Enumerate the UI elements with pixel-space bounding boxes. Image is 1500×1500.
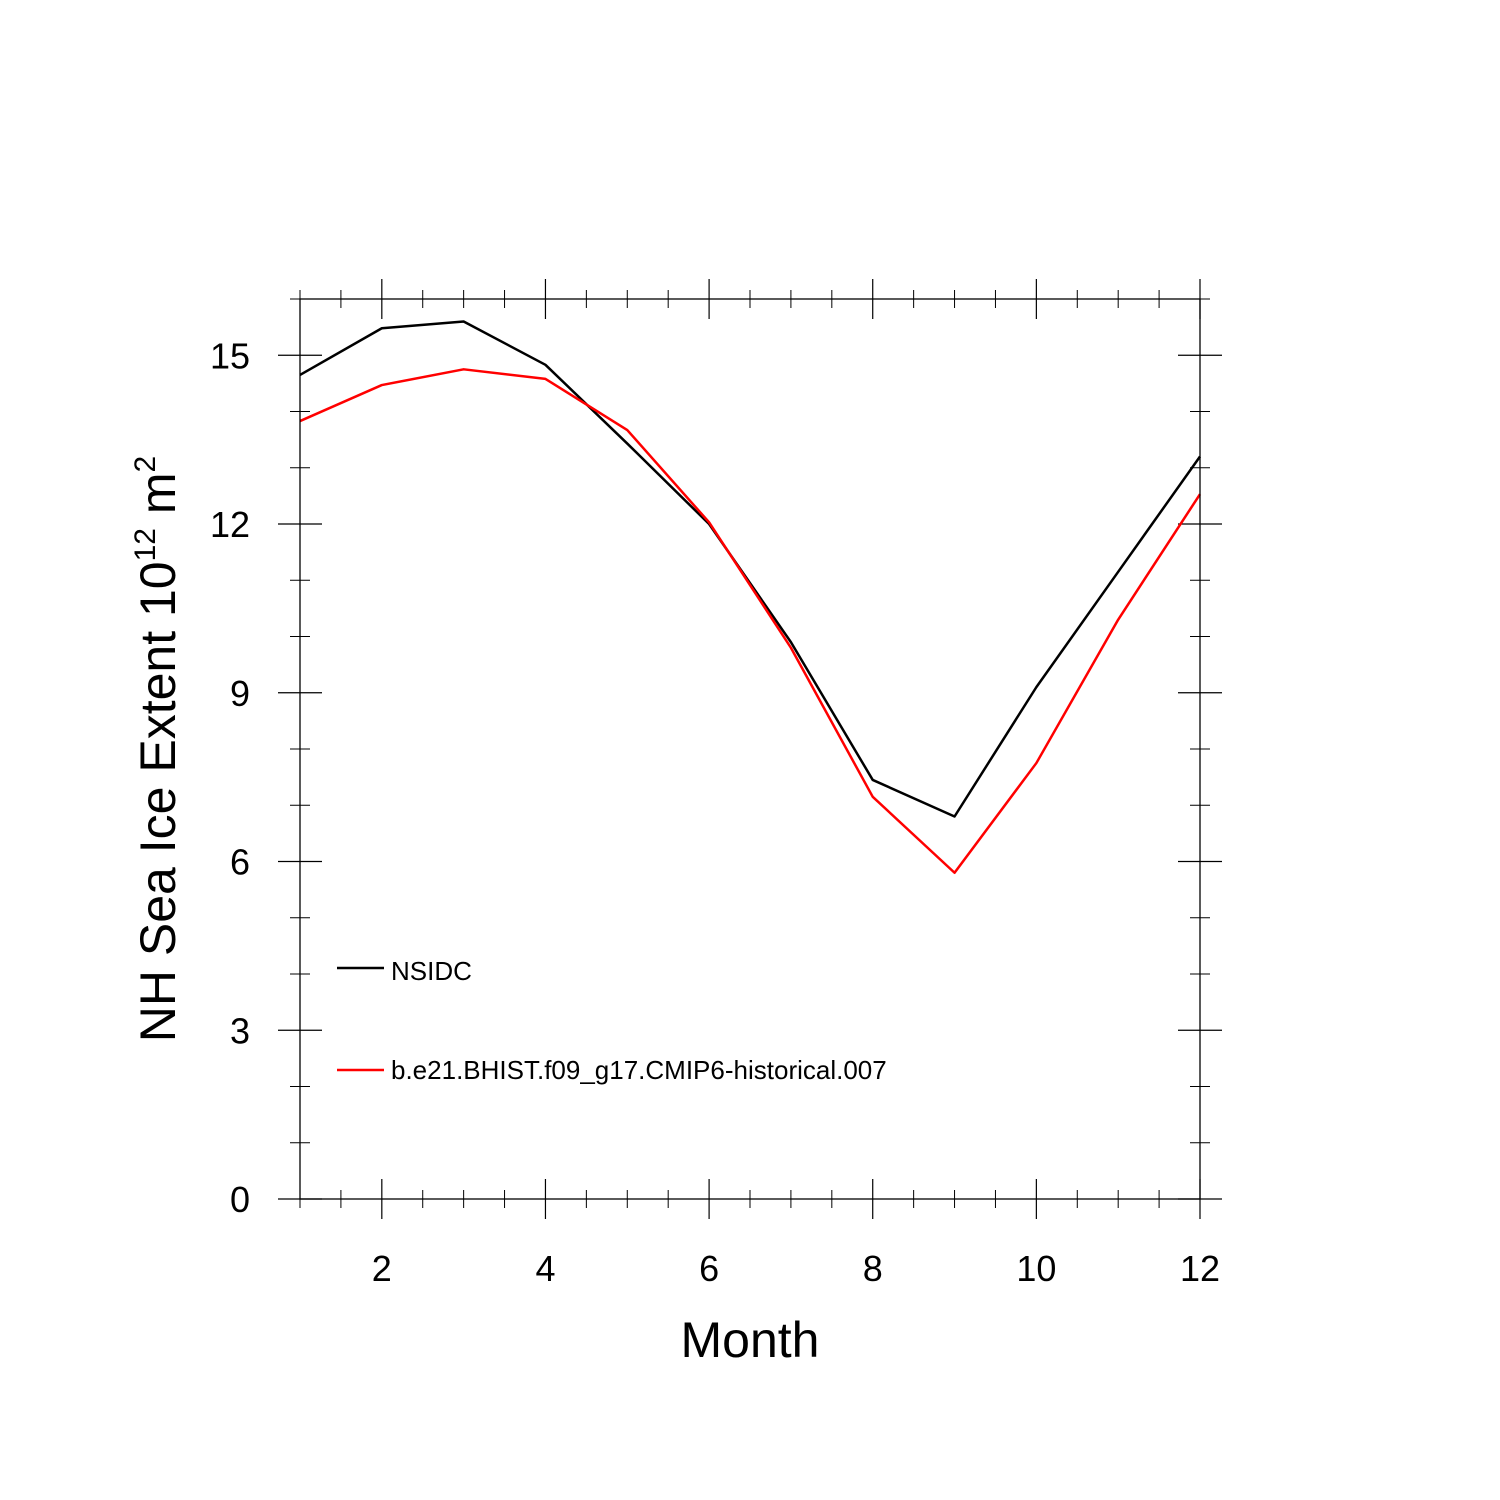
series-lines [299,320,1202,874]
y-axis-title-exponent-2: 2 [129,456,162,473]
y-tick-label: 9 [230,673,250,714]
x-tick-label: 6 [699,1248,719,1289]
y-tick-label: 12 [210,504,250,545]
x-tick-label: 8 [863,1248,883,1289]
y-axis-title-exponent-1: 12 [129,528,162,561]
series-line-1 [299,368,1202,874]
plot-frame [299,298,1201,1200]
x-tick-labels: 2 4 6 8 10 12 [372,1248,1220,1289]
y-tick-labels: 0 3 6 9 12 15 [210,335,250,1220]
y-axis-title: NH Sea Ice Extent 1012 m2 [129,456,186,1042]
y-tick-label: 0 [230,1179,250,1220]
x-axis-title: Month [681,1312,820,1368]
y-tick-label: 3 [230,1010,250,1051]
x-tick-label: 2 [372,1248,392,1289]
series-line-0 [299,320,1202,818]
legend-label-nsidc: NSIDC [391,956,472,986]
x-tick-label: 10 [1016,1248,1056,1289]
legend-label-model: b.e21.BHIST.f09_g17.CMIP6-historical.007 [391,1055,887,1085]
y-tick-label: 6 [230,842,250,883]
x-tick-label: 12 [1180,1248,1220,1289]
legend: NSIDC b.e21.BHIST.f09_g17.CMIP6-historic… [337,956,887,1085]
y-axis-title-main: NH Sea Ice Extent 10 [130,561,186,1042]
y-axis-title-unit: m [130,472,186,528]
x-tick-label: 4 [535,1248,555,1289]
y-tick-label: 15 [210,335,250,376]
